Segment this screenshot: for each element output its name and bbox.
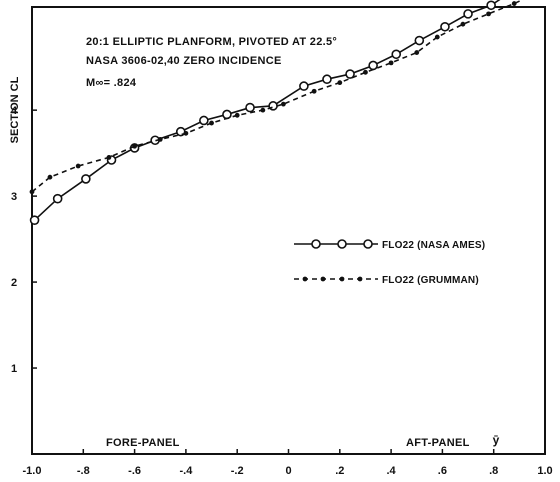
data-point-open-circle xyxy=(363,239,373,249)
data-point-filled-dot xyxy=(280,101,286,107)
data-point-filled-dot xyxy=(302,276,308,282)
data-point-filled-dot xyxy=(434,34,440,40)
data-point-filled-dot xyxy=(388,60,394,66)
x-axis-label: ȳ xyxy=(493,433,500,447)
series-line xyxy=(34,0,501,221)
legend: FLO22 (NASA AMES) FLO22 (GRUMMAN) xyxy=(294,239,485,286)
data-point-open-circle xyxy=(52,193,63,204)
y-axis-label: SECTION CL xyxy=(9,76,21,143)
data-point-filled-dot xyxy=(311,88,317,94)
data-point-filled-dot xyxy=(486,11,491,17)
data-point-filled-dot xyxy=(260,107,266,113)
series-line xyxy=(31,0,524,193)
annotation-line-1: 20:1 ELLIPTIC PLANFORM, PIVOTED AT 22.5° xyxy=(86,36,337,48)
data-point-open-circle xyxy=(486,0,496,11)
data-point-open-circle xyxy=(311,239,321,249)
data-point-open-circle xyxy=(199,115,209,126)
x-tick-label: 1.0 xyxy=(537,465,552,477)
data-point-open-circle xyxy=(81,174,91,184)
data-point-open-circle xyxy=(440,21,450,32)
data-point-filled-dot xyxy=(29,189,35,195)
fore-panel-label: FORE-PANEL xyxy=(106,437,180,449)
x-tick-label: -.4 xyxy=(179,465,193,477)
data-point-open-circle xyxy=(245,102,255,113)
data-point-open-circle xyxy=(391,49,402,60)
data-point-open-circle xyxy=(322,74,332,85)
data-point-filled-dot xyxy=(511,1,517,6)
series-grumman xyxy=(29,0,524,195)
data-point-open-circle xyxy=(29,215,40,225)
data-point-open-circle xyxy=(299,81,309,91)
data-point-filled-dot xyxy=(157,136,163,142)
series-layer xyxy=(29,0,524,225)
legend-sample-grumman xyxy=(294,276,378,282)
data-point-filled-dot xyxy=(414,50,420,55)
x-tick-label: -.8 xyxy=(77,465,90,477)
x-tick-label: 0 xyxy=(285,465,291,477)
data-point-filled-dot xyxy=(363,69,368,75)
x-axis-ticks: -1.0 -.8 -.6 -.4 -.2 0 .2 .4 .6 .8 1.0 xyxy=(23,449,553,477)
data-point-filled-dot xyxy=(209,120,214,126)
data-point-filled-dot xyxy=(320,276,326,282)
data-point-open-circle xyxy=(222,109,232,120)
plot-frame xyxy=(31,6,546,455)
data-point-open-circle xyxy=(368,60,378,71)
legend-label-grumman: FLO22 (GRUMMAN) xyxy=(382,275,479,286)
annotation-line-2: NASA 3606-02,40 ZERO INCIDENCE xyxy=(86,55,282,67)
annotation-block: 20:1 ELLIPTIC PLANFORM, PIVOTED AT 22.5°… xyxy=(86,36,337,89)
x-tick-label: -.6 xyxy=(128,465,141,477)
y-tick-label: 3 xyxy=(11,191,17,203)
data-point-open-circle xyxy=(337,239,347,249)
y-tick-label: 1 xyxy=(11,363,17,375)
x-tick-label: .8 xyxy=(489,465,498,477)
series-nasa-ames xyxy=(29,0,501,225)
x-tick-label: -.2 xyxy=(231,465,244,477)
data-point-filled-dot xyxy=(47,174,53,180)
x-tick-label: .4 xyxy=(387,465,397,477)
data-point-open-circle xyxy=(463,9,473,19)
data-point-filled-dot xyxy=(357,276,363,282)
legend-label-ames: FLO22 (NASA AMES) xyxy=(382,240,485,251)
x-tick-label: -1.0 xyxy=(23,465,42,477)
x-tick-label: .6 xyxy=(438,465,447,477)
data-point-open-circle xyxy=(345,69,355,79)
data-point-open-circle xyxy=(414,35,425,46)
y-tick-label: 4 xyxy=(11,105,18,117)
data-point-filled-dot xyxy=(132,143,138,149)
data-point-filled-dot xyxy=(337,80,343,86)
aft-panel-label: AFT-PANEL xyxy=(406,437,470,449)
legend-sample-ames xyxy=(294,239,378,249)
data-point-filled-dot xyxy=(460,21,466,27)
data-point-filled-dot xyxy=(75,163,81,169)
y-tick-label: 2 xyxy=(11,277,17,289)
y-axis-ticks: 1 2 3 4 xyxy=(11,105,37,375)
data-point-filled-dot xyxy=(183,130,189,136)
x-tick-label: .2 xyxy=(335,465,344,477)
data-point-filled-dot xyxy=(234,112,240,118)
data-point-filled-dot xyxy=(106,155,112,160)
data-point-filled-dot xyxy=(339,276,345,282)
annotation-line-3: M∞= .824 xyxy=(86,77,137,89)
